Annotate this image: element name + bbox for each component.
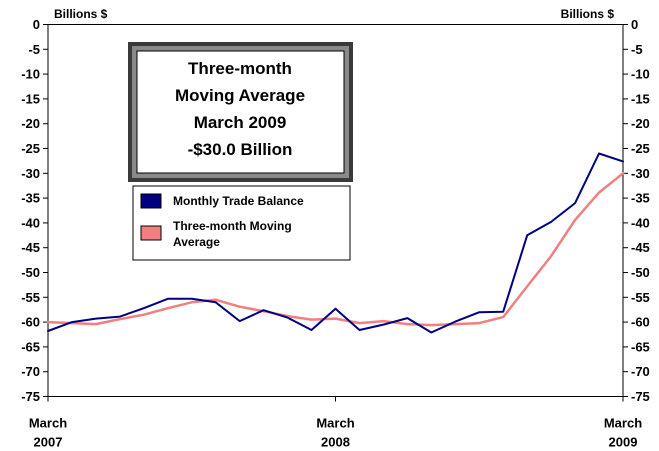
left-axis-unit-label: Billions $ <box>54 7 108 21</box>
left-tick-label: -25 <box>21 141 40 156</box>
right-tick-label: -60 <box>631 315 650 330</box>
left-tick-label: -50 <box>21 265 40 280</box>
right-tick-label: -55 <box>631 290 650 305</box>
legend-label-monthly: Monthly Trade Balance <box>173 194 304 208</box>
left-tick-label: -65 <box>21 339 40 354</box>
right-axis-unit-label: Billions $ <box>561 7 615 21</box>
legend-swatch-moving-average <box>140 225 162 241</box>
left-tick-label: -45 <box>21 240 40 255</box>
x-tick-label-month: March <box>29 416 67 431</box>
callout-line-3: March 2009 <box>194 113 287 132</box>
series-line-three-month-moving-average <box>46 172 625 327</box>
legend-swatch-monthly <box>140 193 162 209</box>
right-tick-label: -65 <box>631 339 650 354</box>
series-line-monthly-trade-balance <box>47 152 624 334</box>
left-y-axis-ticks: 0 -5 -10 -15 -20 -25 -30 -35 -40 -45 -50 -55 -60 -65 -… <box>21 17 48 404</box>
right-y-axis-ticks: 0 -5 -10 -15 -20 -25 -30 -35 -40 -45 -50 -55 -60 -65 -… <box>623 17 650 404</box>
left-tick-label: -40 <box>21 215 40 230</box>
legend: Monthly Trade Balance Three-month Moving… <box>132 185 351 261</box>
left-tick-label: -35 <box>21 191 40 206</box>
series-layer <box>46 152 625 334</box>
x-tick-label-year: 2007 <box>34 435 63 450</box>
left-tick-label: -20 <box>21 116 40 131</box>
right-tick-label: -5 <box>631 42 643 57</box>
right-tick-label: -35 <box>631 191 650 206</box>
right-tick-label: -10 <box>631 67 650 82</box>
x-axis-ticks: March 2007 March 2008 March 2009 <box>29 396 642 450</box>
x-tick-label-month: March <box>316 416 354 431</box>
right-tick-label: -40 <box>631 215 650 230</box>
left-tick-label: -75 <box>21 389 40 404</box>
left-tick-label: -55 <box>21 290 40 305</box>
right-tick-label: -50 <box>631 265 650 280</box>
left-tick-label: -30 <box>21 166 40 181</box>
left-tick-label: 0 <box>33 17 40 32</box>
callout-box: Three-month Moving Average March 2009 -$… <box>128 42 353 182</box>
right-tick-label: 0 <box>631 17 638 32</box>
callout-line-2: Moving Average <box>175 86 305 105</box>
left-tick-label: -70 <box>21 364 40 379</box>
left-tick-label: -60 <box>21 315 40 330</box>
right-tick-label: -30 <box>631 166 650 181</box>
right-tick-label: -75 <box>631 389 650 404</box>
right-tick-label: -70 <box>631 364 650 379</box>
x-tick-label-year: 2008 <box>321 435 350 450</box>
right-tick-label: -45 <box>631 240 650 255</box>
right-tick-label: -20 <box>631 116 650 131</box>
left-tick-label: -10 <box>21 67 40 82</box>
left-tick-label: -15 <box>21 91 40 106</box>
x-tick-label-year: 2009 <box>609 435 638 450</box>
callout-line-4: -$30.0 Billion <box>188 140 293 159</box>
x-tick-label-month: March <box>604 416 642 431</box>
callout-line-1: Three-month <box>188 59 292 78</box>
legend-label-moving-average: Three-month Moving Average <box>173 219 292 249</box>
right-tick-label: -15 <box>631 91 650 106</box>
left-tick-label: -5 <box>28 42 40 57</box>
right-tick-label: -25 <box>631 141 650 156</box>
